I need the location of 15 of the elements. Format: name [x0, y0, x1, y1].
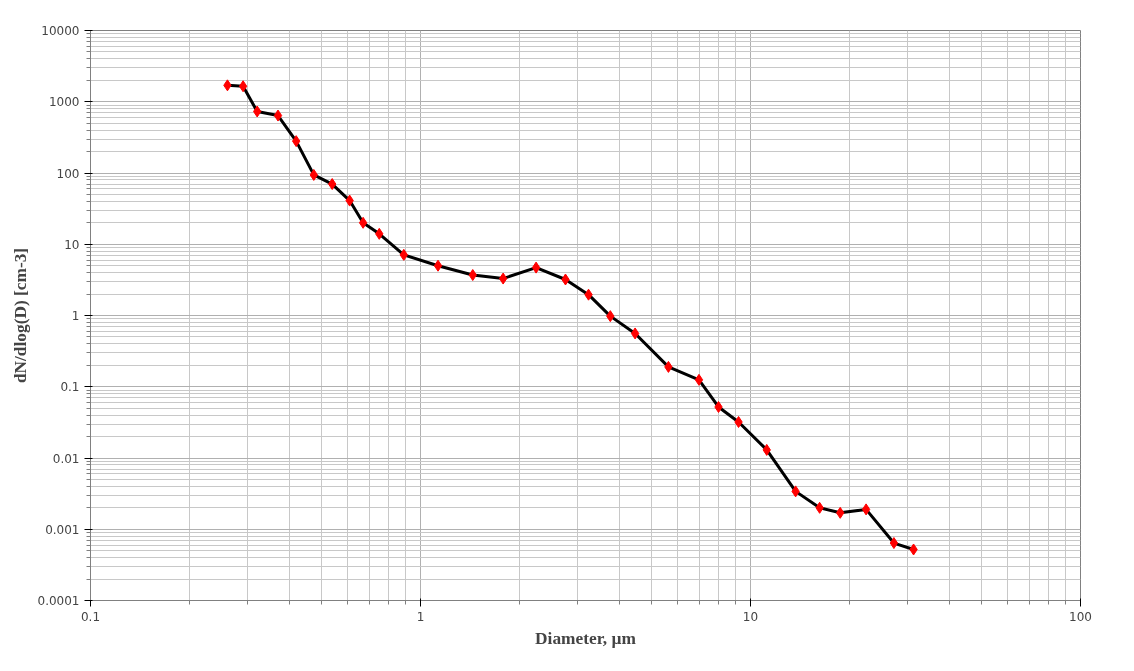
y-tick-label: 10000	[41, 24, 80, 38]
y-tick-label: 10	[64, 237, 80, 252]
x-tick-label: 10	[742, 609, 759, 624]
y-tick-label: 1000	[48, 95, 80, 110]
x-tick-label: 100	[1069, 609, 1092, 624]
y-tick-label: 100	[56, 166, 80, 181]
y-tick-label: 0.0001	[37, 594, 80, 608]
x-tick-label: 1	[416, 609, 425, 624]
y-tick-label: 0.001	[45, 522, 80, 537]
y-tick-label: 1	[71, 309, 80, 323]
y-tick-label: 0.1	[60, 380, 80, 395]
y-tick-label: 0.01	[52, 451, 80, 466]
x-tick-label: 0.1	[80, 609, 101, 624]
y-axis-title: dN/dlog(D) [cm-3]	[10, 247, 30, 384]
x-axis-title: Diameter, µm	[535, 628, 637, 648]
